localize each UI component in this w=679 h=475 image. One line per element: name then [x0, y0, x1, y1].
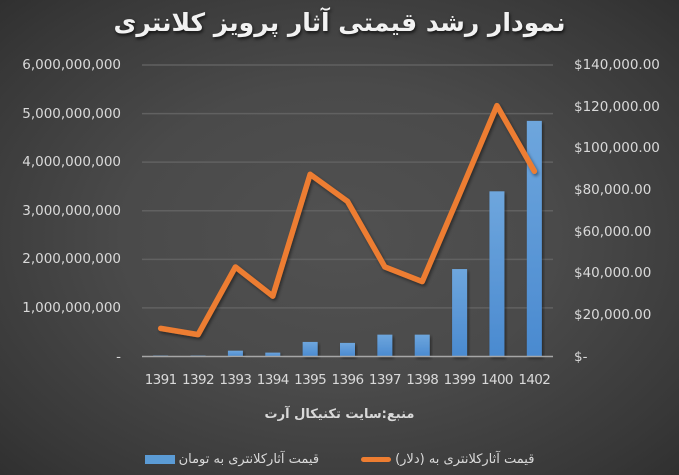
bar — [526, 120, 542, 357]
legend-line-label: قیمت آثارکلانتری به (دلار) — [395, 451, 535, 467]
left-y-tick-label: 4,000,000,000 — [22, 154, 121, 171]
bar-series — [153, 120, 542, 357]
bar — [340, 342, 355, 357]
right-y-tick-label: $140,000.00 — [574, 57, 660, 73]
x-tick-label: 1395 — [294, 372, 327, 388]
chart-title: نمودار رشد قیمتی آثار پرویز کلانتری — [113, 8, 566, 37]
x-tick-label: 1394 — [256, 372, 290, 388]
line-series — [157, 102, 538, 338]
x-tick-label: 1397 — [368, 372, 402, 388]
legend-bar-swatch-icon — [144, 454, 175, 464]
left-y-tick-label: 5,000,000,000 — [22, 105, 121, 122]
left-y-tick-label: 2,000,000,000 — [22, 251, 121, 268]
x-tick-label: 1393 — [219, 372, 252, 388]
legend-line-swatch-icon — [361, 456, 392, 462]
x-tick-label: 1392 — [182, 372, 215, 388]
left-y-tick-label: 3,000,000,000 — [22, 202, 121, 219]
right-y-tick-label: $60,000.00 — [574, 223, 652, 240]
bar — [489, 191, 505, 357]
x-tick-label: 1399 — [443, 372, 477, 388]
right-y-tick-label: $100,000.00 — [574, 140, 660, 157]
legend-item-bar[interactable]: قیمت آثارکلانتری به تومان — [144, 451, 320, 467]
x-tick-label: 1391 — [144, 372, 178, 388]
bar — [265, 352, 281, 357]
x-tick-label: 1402 — [518, 372, 551, 388]
right-y-tick-label: $80,000.00 — [574, 181, 652, 198]
bar — [302, 341, 318, 357]
right-y-tick-label: $120,000.00 — [574, 98, 660, 115]
left-y-tick-label: 1,000,000,000 — [22, 299, 121, 316]
left-y-tick-label: 6,000,000,000 — [22, 57, 121, 73]
x-tick-label: 1400 — [480, 372, 514, 388]
bar — [452, 269, 468, 357]
legend-bar-label: قیمت آثارکلانتری به تومان — [178, 451, 320, 467]
x-axis-label: منبع:سایت تکنیکال آرت — [264, 407, 415, 422]
right-y-tick-label: $40,000.00 — [574, 265, 652, 282]
bar — [414, 334, 430, 357]
bar — [377, 334, 393, 357]
bar — [227, 350, 243, 357]
x-tick-label: 1396 — [331, 372, 365, 388]
legend-item-line[interactable]: قیمت آثارکلانتری به (دلار) — [361, 452, 534, 467]
right-y-tick-label: $20,000.00 — [574, 306, 652, 323]
left-y-tick-label: - — [116, 348, 121, 365]
legend: قیمت آثارکلانتری به تومان قیمت آثارکلانت… — [0, 449, 679, 469]
x-tick-label: 1398 — [406, 372, 439, 388]
right-y-tick-label: $- — [574, 348, 588, 365]
